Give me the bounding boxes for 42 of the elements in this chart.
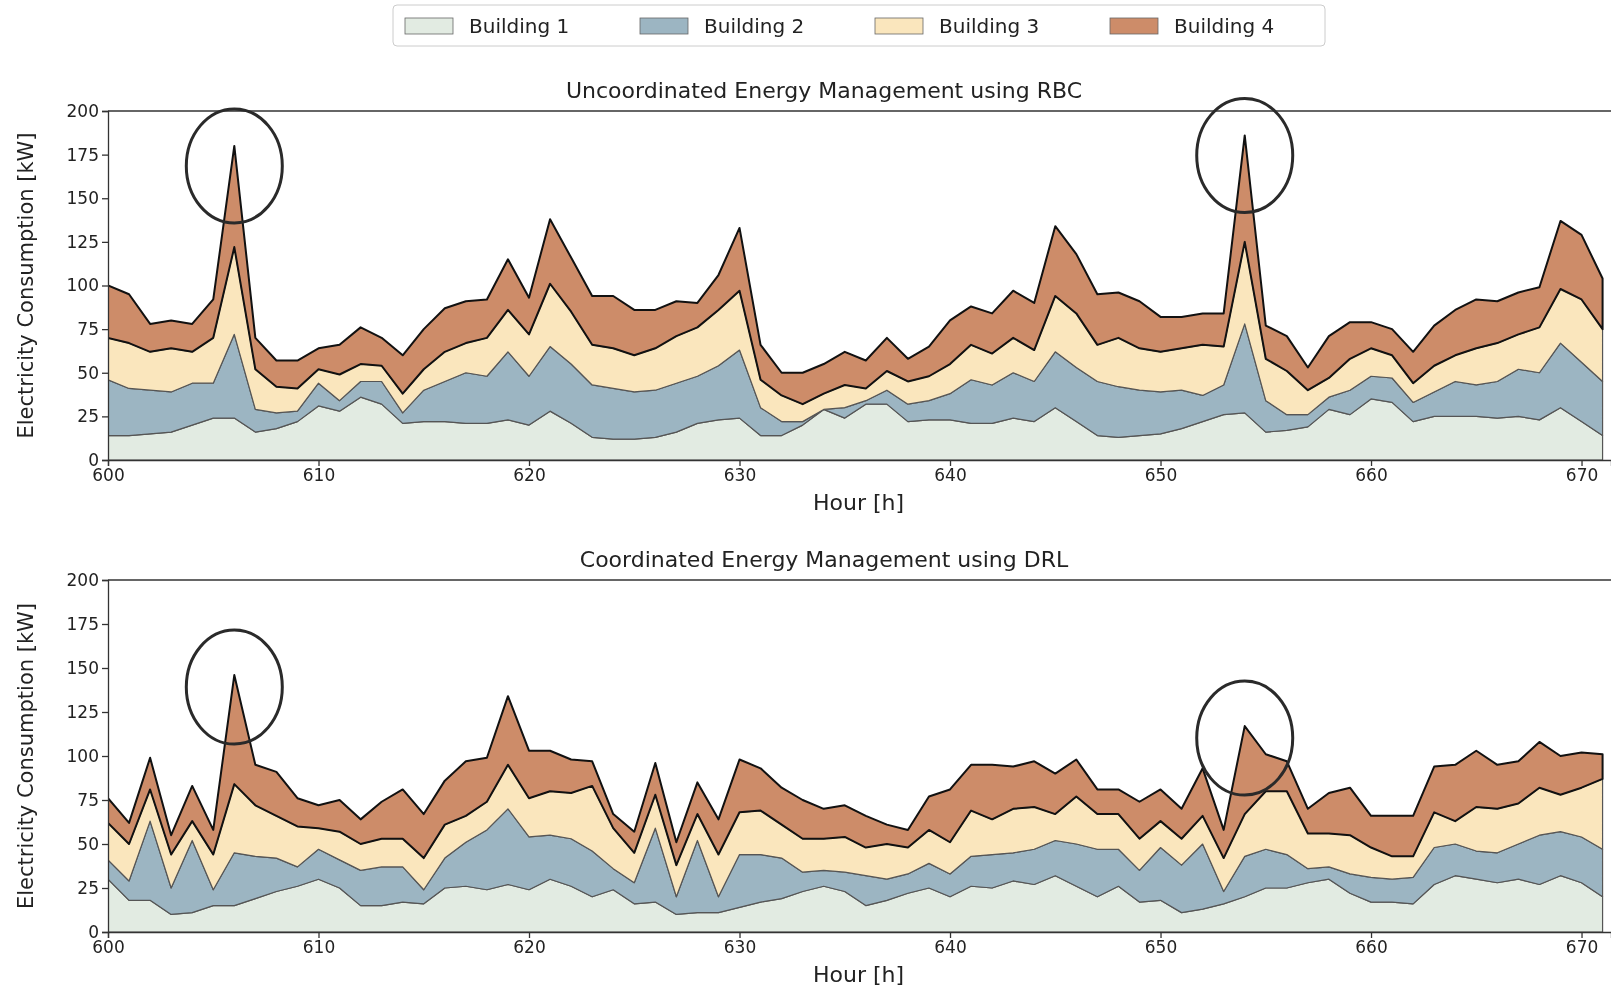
y-tick-label: 75: [77, 789, 99, 810]
y-tick-label: 75: [77, 319, 99, 340]
y-tick-label: 150: [66, 657, 99, 678]
legend-label: Building 1: [469, 14, 570, 38]
y-tick-label: 25: [77, 877, 99, 898]
y-tick-label: 150: [66, 188, 99, 209]
y-tick-label: 200: [66, 100, 99, 121]
x-tick-label: 650: [1144, 465, 1178, 486]
legend-label: Building 4: [1174, 14, 1275, 38]
y-tick-label: 100: [66, 745, 99, 766]
legend-label: Building 2: [704, 14, 805, 38]
y-axis-title: Electricity Consumption [kW]: [14, 132, 38, 439]
x-axis-title: Hour [h]: [812, 962, 905, 987]
y-tick-label: 50: [77, 362, 99, 383]
x-tick-label: 600: [92, 937, 125, 958]
legend-label: Building 3: [939, 14, 1040, 38]
x-tick-label: 610: [302, 465, 336, 486]
x-tick-label: 630: [723, 465, 757, 486]
y-tick-label: 100: [66, 275, 99, 296]
y-tick-label: 175: [66, 613, 99, 634]
x-tick-label: 620: [513, 465, 546, 486]
x-tick-label: 670: [1565, 937, 1599, 958]
x-tick-label: 600: [92, 465, 125, 486]
x-tick-label: 620: [513, 937, 546, 958]
chart-title: Uncoordinated Energy Management using RBC: [565, 78, 1083, 103]
x-tick-label: 650: [1144, 937, 1178, 958]
x-tick-label: 660: [1355, 465, 1388, 486]
y-tick-label: 50: [77, 833, 99, 854]
y-tick-label: 125: [66, 231, 99, 252]
x-tick-label: 640: [934, 465, 967, 486]
x-tick-label: 640: [934, 937, 967, 958]
x-tick-label: 670: [1565, 465, 1599, 486]
y-axis-title: Electricity Consumption [kW]: [14, 602, 38, 910]
x-axis-title: Hour [h]: [812, 490, 905, 515]
y-tick-label: 200: [66, 569, 99, 590]
x-tick-label: 630: [723, 937, 757, 958]
y-tick-label: 25: [77, 406, 99, 427]
chart-title: Coordinated Energy Management using DRL: [579, 547, 1069, 572]
y-tick-label: 175: [66, 144, 99, 165]
y-tick-label: 125: [66, 701, 99, 722]
x-tick-label: 660: [1355, 937, 1388, 958]
x-tick-label: 610: [302, 937, 336, 958]
